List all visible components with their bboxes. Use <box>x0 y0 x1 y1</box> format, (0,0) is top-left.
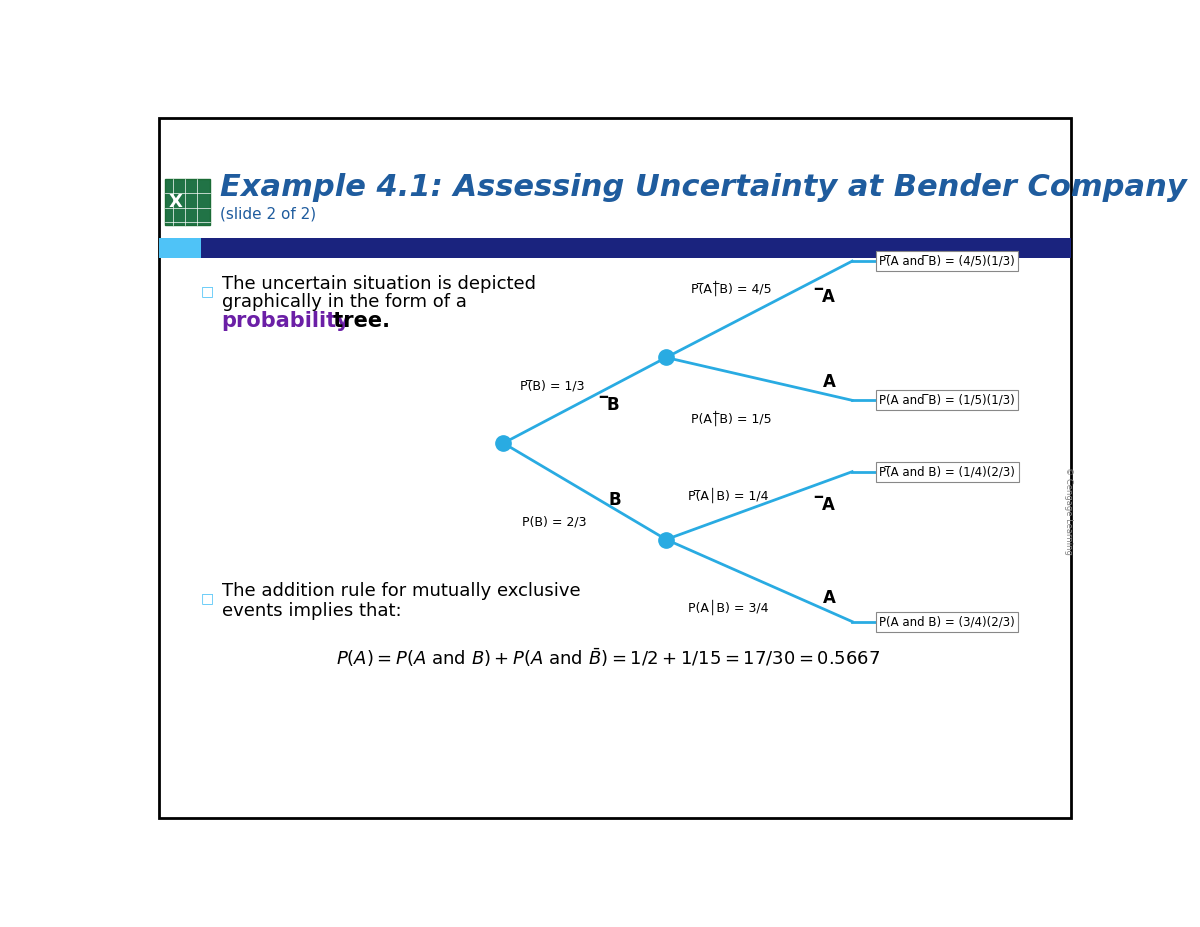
Text: $P(A) = P(A\ \mathrm{and}\ B) + P(A\ \mathrm{and}\ \bar{B}) = 1/2 + 1/15 = 17/30: $P(A) = P(A\ \mathrm{and}\ B) + P(A\ \ma… <box>336 646 880 668</box>
Text: The uncertain situation is depicted: The uncertain situation is depicted <box>222 275 535 293</box>
Text: P(B) = 2/3: P(B) = 2/3 <box>522 515 587 528</box>
Text: P(̅A│B) = 1/4: P(̅A│B) = 1/4 <box>689 488 769 503</box>
FancyBboxPatch shape <box>160 237 202 258</box>
Text: probability: probability <box>222 311 350 331</box>
FancyBboxPatch shape <box>164 179 210 225</box>
Text: P(A and ̅B) = (1/5)(1/3): P(A and ̅B) = (1/5)(1/3) <box>880 394 1015 407</box>
Text: P(̅A│̅B) = 4/5: P(̅A│̅B) = 4/5 <box>691 281 772 296</box>
Text: P(A and B) = (3/4)(2/3): P(A and B) = (3/4)(2/3) <box>880 616 1015 629</box>
FancyBboxPatch shape <box>160 237 1070 258</box>
Text: tree.: tree. <box>325 311 390 331</box>
Text: P(̅A and ̅B) = (4/5)(1/3): P(̅A and ̅B) = (4/5)(1/3) <box>880 255 1015 268</box>
Text: The addition rule for mutually exclusive: The addition rule for mutually exclusive <box>222 582 581 600</box>
Text: P(̅B) = 1/3: P(̅B) = 1/3 <box>520 379 584 392</box>
Text: □: □ <box>202 284 215 298</box>
Text: ̅A: ̅A <box>822 496 835 514</box>
Text: events implies that:: events implies that: <box>222 602 401 620</box>
Text: B: B <box>608 491 622 509</box>
Text: (slide 2 of 2): (slide 2 of 2) <box>220 207 316 222</box>
Text: A: A <box>822 374 835 391</box>
Text: © Cengage Learning: © Cengage Learning <box>1064 467 1073 555</box>
Text: P(A│̅B) = 1/5: P(A│̅B) = 1/5 <box>691 411 772 425</box>
FancyBboxPatch shape <box>160 119 1070 818</box>
Text: □: □ <box>202 591 215 605</box>
Text: graphically in the form of a: graphically in the form of a <box>222 293 467 311</box>
Text: P(A│B) = 3/4: P(A│B) = 3/4 <box>689 600 769 615</box>
Text: P(̅A and B) = (1/4)(2/3): P(̅A and B) = (1/4)(2/3) <box>880 465 1015 478</box>
Text: X: X <box>169 193 182 210</box>
Text: ̅B: ̅B <box>607 397 619 414</box>
Text: ̅A: ̅A <box>822 287 835 306</box>
Text: A: A <box>822 589 835 607</box>
Text: Example 4.1: Assessing Uncertainty at Bender Company: Example 4.1: Assessing Uncertainty at Be… <box>220 173 1187 202</box>
